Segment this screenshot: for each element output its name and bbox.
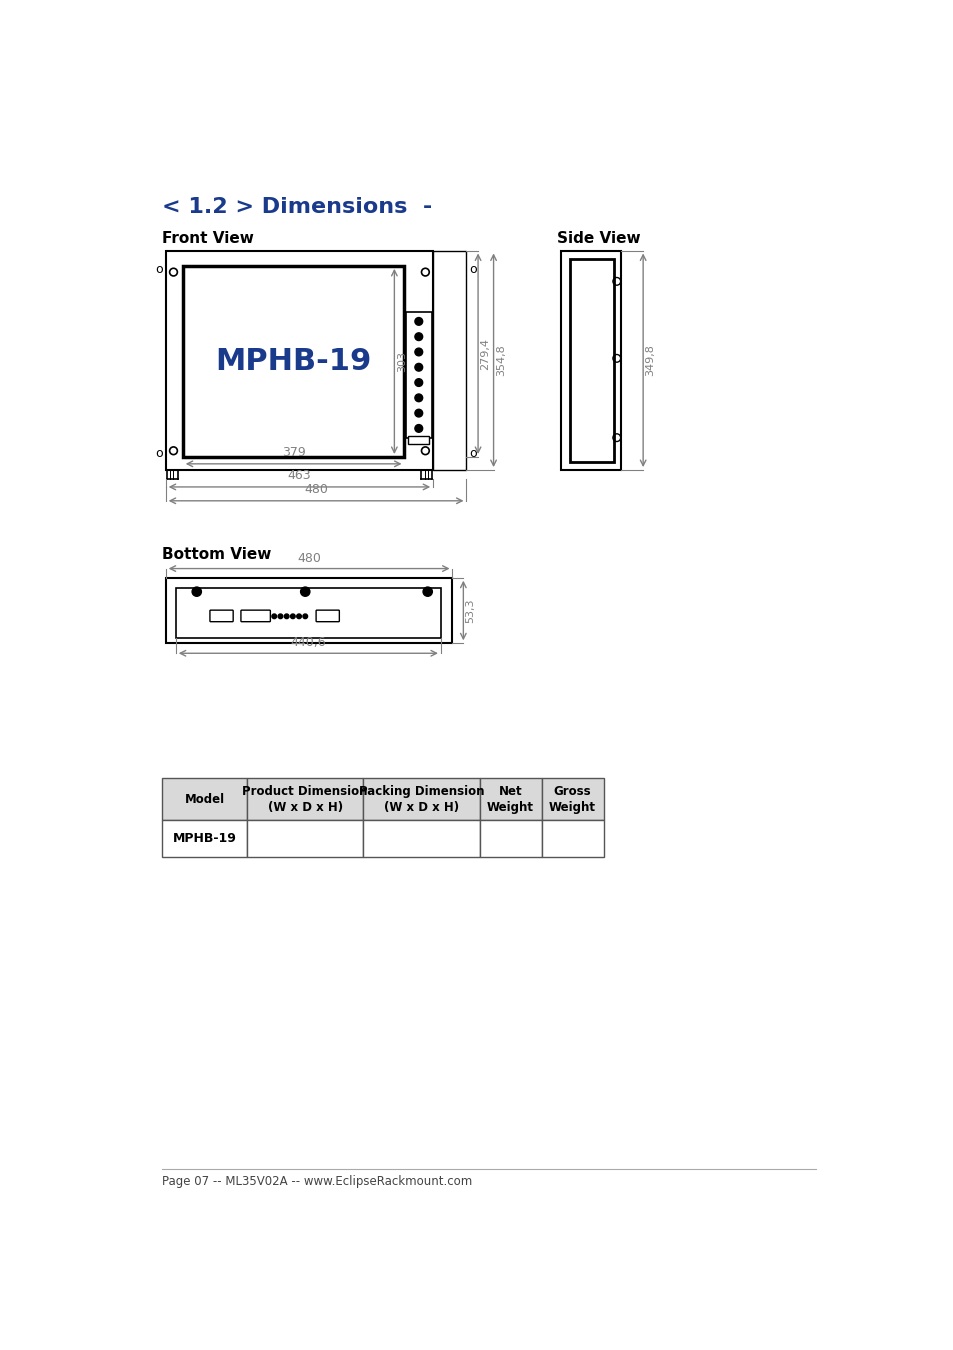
Text: Bottom View: Bottom View xyxy=(162,547,271,562)
Circle shape xyxy=(300,587,310,597)
Text: o: o xyxy=(468,447,476,459)
Text: 349,8: 349,8 xyxy=(645,344,655,377)
Bar xyxy=(363,778,479,821)
Text: Model: Model xyxy=(184,792,224,806)
Circle shape xyxy=(303,614,307,618)
Bar xyxy=(406,312,431,437)
Bar xyxy=(175,587,440,637)
Text: MPHB-19: MPHB-19 xyxy=(215,347,372,375)
Text: 303: 303 xyxy=(397,351,407,373)
Text: o: o xyxy=(154,263,162,277)
FancyBboxPatch shape xyxy=(241,610,270,622)
Bar xyxy=(541,821,603,857)
Circle shape xyxy=(422,587,432,597)
Text: Page 07 -- ML35V02A -- www.EclipseRackmount.com: Page 07 -- ML35V02A -- www.EclipseRackmo… xyxy=(162,1174,472,1188)
Circle shape xyxy=(415,363,422,371)
Circle shape xyxy=(284,614,289,618)
Bar xyxy=(166,578,452,643)
Bar xyxy=(541,778,603,821)
Bar xyxy=(479,778,541,821)
Bar xyxy=(363,821,479,857)
Text: 279,4: 279,4 xyxy=(480,338,490,370)
Bar xyxy=(162,821,247,857)
Text: Gross
Weight: Gross Weight xyxy=(549,784,596,814)
Bar xyxy=(433,251,466,470)
Text: Front View: Front View xyxy=(162,231,253,246)
Text: 463: 463 xyxy=(287,470,311,482)
Text: o: o xyxy=(154,447,162,459)
Text: < 1.2 > Dimensions  -: < 1.2 > Dimensions - xyxy=(162,197,432,216)
Circle shape xyxy=(415,317,422,325)
Bar xyxy=(162,778,247,821)
Bar xyxy=(166,251,433,470)
Bar xyxy=(183,266,404,456)
Text: 53,3: 53,3 xyxy=(465,598,476,622)
Text: 440,6: 440,6 xyxy=(291,636,326,649)
Circle shape xyxy=(291,614,294,618)
Circle shape xyxy=(415,348,422,356)
Text: 480: 480 xyxy=(297,552,321,564)
Text: Packing Dimension
(W x D x H): Packing Dimension (W x D x H) xyxy=(358,784,484,814)
Circle shape xyxy=(278,614,282,618)
Circle shape xyxy=(272,614,276,618)
Text: MPHB-19: MPHB-19 xyxy=(172,833,236,845)
Text: 379: 379 xyxy=(281,447,305,459)
Bar xyxy=(479,821,541,857)
Bar xyxy=(560,251,620,470)
FancyBboxPatch shape xyxy=(315,610,339,622)
Bar xyxy=(408,436,429,444)
Circle shape xyxy=(415,424,422,432)
Text: Net
Weight: Net Weight xyxy=(487,784,534,814)
Circle shape xyxy=(296,614,301,618)
Text: o: o xyxy=(468,263,476,277)
Text: Side View: Side View xyxy=(557,231,640,246)
Circle shape xyxy=(415,333,422,340)
Bar xyxy=(247,778,363,821)
Text: 480: 480 xyxy=(304,483,328,497)
Text: Product Dimension
(W x D x H): Product Dimension (W x D x H) xyxy=(242,784,368,814)
Bar xyxy=(247,821,363,857)
Circle shape xyxy=(415,379,422,386)
FancyBboxPatch shape xyxy=(210,610,233,622)
Text: 354,8: 354,8 xyxy=(496,344,505,377)
Circle shape xyxy=(415,394,422,402)
Bar xyxy=(569,259,614,462)
Circle shape xyxy=(415,409,422,417)
Circle shape xyxy=(192,587,201,597)
